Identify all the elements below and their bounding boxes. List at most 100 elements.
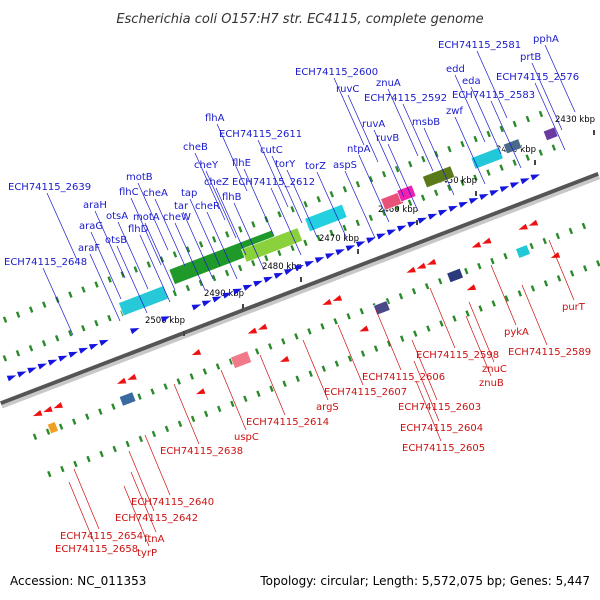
track-dash	[282, 380, 287, 387]
track-dash	[237, 264, 243, 272]
forward-leader-line	[206, 211, 238, 280]
gene-arrow	[397, 225, 407, 232]
track-dash	[491, 300, 496, 307]
reverse-gene-label: ECH74115_2614	[246, 417, 329, 428]
gene-arrow	[53, 402, 63, 409]
gene-arrow	[257, 323, 268, 330]
reverse-gene-label: ECH74115_2607	[324, 387, 407, 398]
forward-leader-line	[531, 62, 563, 131]
track-dash	[464, 267, 469, 275]
track-dash	[400, 335, 405, 342]
reverse-gene-label: ECH74115_2638	[160, 446, 243, 457]
reverse-leader-line	[123, 485, 150, 547]
track-dash	[107, 314, 112, 322]
track-dash	[303, 239, 308, 247]
forward-leader-line	[470, 86, 502, 155]
track-dash	[277, 211, 282, 218]
reverse-gene-label: ECH74115_2654	[60, 531, 143, 542]
reverse-gene-label: znuC	[482, 364, 507, 375]
forward-leader-line	[205, 170, 237, 239]
forward-gene-label: ECH74115_2581	[438, 40, 521, 51]
forward-leader-line	[534, 82, 566, 151]
track-dash	[32, 433, 38, 440]
track-dash	[333, 318, 338, 325]
track-dash	[202, 368, 208, 375]
track-dash	[346, 313, 351, 320]
reverse-leader-line	[128, 450, 155, 512]
track-dash	[68, 329, 73, 337]
forward-gene-label: motB	[126, 172, 153, 183]
track-dash	[424, 282, 430, 290]
track-dash	[512, 159, 517, 166]
reverse-leader-line	[73, 468, 100, 530]
gene-arrow	[386, 229, 397, 236]
reverse-gene-label: uspC	[234, 432, 259, 443]
gene-block	[47, 421, 59, 435]
gene-arrow	[68, 351, 78, 358]
gene-arrow	[489, 190, 499, 197]
track-dash	[420, 194, 426, 201]
forward-gene-label: ECH74115_2600	[295, 67, 378, 78]
reverse-leader-line	[302, 339, 329, 401]
reverse-leader-line	[413, 360, 440, 422]
track-dash	[185, 284, 191, 292]
track-dash	[569, 270, 575, 277]
forward-leader-line	[373, 129, 405, 198]
gene-arrows	[6, 174, 561, 417]
reverse-gene-label: znuB	[479, 378, 504, 389]
forward-leader-line	[476, 50, 508, 119]
reverse-gene-label: ECH74115_2589	[508, 347, 591, 358]
forward-leader-line	[90, 231, 122, 300]
forward-gene-label: araG	[79, 221, 103, 232]
track-dash	[486, 130, 491, 138]
track-dash	[281, 338, 286, 345]
forward-leader-line	[130, 197, 162, 266]
track-dash	[112, 445, 117, 453]
track-dash	[277, 249, 282, 257]
track-dash	[360, 350, 366, 357]
reverse-leader-line	[521, 284, 548, 346]
forward-gene-label: ECH74115_2639	[8, 182, 91, 193]
gene-arrow	[376, 233, 386, 240]
forward-gene-label: ruvC	[336, 84, 359, 95]
gene-arrow	[88, 343, 99, 350]
forward-gene-label: flhE	[232, 158, 251, 169]
forward-gene-label: ECH74115_2592	[364, 93, 447, 104]
gene-arrow	[359, 325, 369, 332]
track-dash	[217, 405, 222, 413]
axis-tick-mark	[300, 277, 302, 282]
forward-gene-label: araF	[78, 243, 100, 254]
track-dash	[308, 370, 313, 377]
track-dash	[385, 298, 391, 305]
track-dash	[530, 285, 536, 292]
track-dash	[447, 184, 452, 191]
track-dash	[437, 277, 443, 285]
reverse-leader-line	[465, 315, 492, 377]
track-dash	[225, 231, 230, 238]
track-dash	[504, 295, 509, 302]
gene-arrow	[6, 375, 17, 382]
summary-text: Topology: circular; Length: 5,572,075 bp…	[259, 574, 590, 588]
track-dash	[238, 226, 243, 233]
track-dash	[2, 355, 8, 362]
gene-arrow	[232, 288, 243, 295]
axis-tick-label: 2500 kbp	[145, 316, 185, 326]
reverse-leader-line	[259, 354, 286, 416]
track-dash	[190, 415, 196, 423]
forward-gene-label: eda	[462, 76, 481, 87]
forward-gene-label: cheW	[163, 212, 191, 223]
track-dash	[525, 115, 531, 123]
track-dash	[28, 306, 34, 313]
track-dash	[551, 144, 557, 151]
track-dash	[107, 276, 112, 283]
forward-leader-line	[243, 168, 275, 237]
track-dash	[137, 393, 142, 400]
gene-arrow	[416, 262, 427, 269]
track-dash	[543, 280, 549, 287]
gene-arrow	[509, 182, 520, 189]
gene-block	[470, 146, 504, 170]
track-dash	[411, 287, 417, 295]
track-dash	[215, 363, 221, 370]
forward-gene-label: ruvA	[362, 119, 385, 130]
